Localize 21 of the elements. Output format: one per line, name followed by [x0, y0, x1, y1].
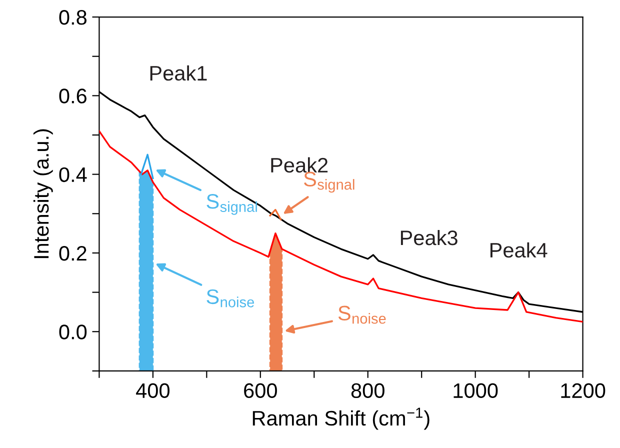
annotation: S$_{signal}$	[304, 172, 354, 193]
y-tick-label: 0.6	[59, 88, 86, 104]
x-tick-label: 400	[136, 383, 170, 398]
annotation: Peak4	[490, 242, 548, 258]
line-series	[99, 130, 583, 323]
x-tick-label: 1000	[454, 383, 498, 398]
y-tick-label: 0.8	[59, 10, 86, 25]
y-axis-title: Intensity (a.u.)	[33, 129, 53, 258]
x-tick-label: 1200	[561, 383, 606, 398]
annotation: Peak1	[150, 65, 207, 81]
x-tick-label: 600	[244, 383, 277, 398]
annotation: S$_{noise}$	[206, 289, 254, 308]
x-tick-label: 800	[351, 383, 384, 398]
y-tick-label: 0.4	[59, 167, 87, 182]
annotation: S$_{noise}$	[338, 306, 386, 324]
text: 0.0	[59, 324, 87, 340]
annotation: Peak3	[400, 230, 458, 246]
y-tick-label: 0.2	[59, 246, 86, 261]
x-axis-title: Raman Shift (cm$^{−1}$)	[252, 408, 430, 430]
annotation: S$_{signal}$	[206, 194, 257, 215]
annotation: Peak2	[271, 157, 328, 173]
